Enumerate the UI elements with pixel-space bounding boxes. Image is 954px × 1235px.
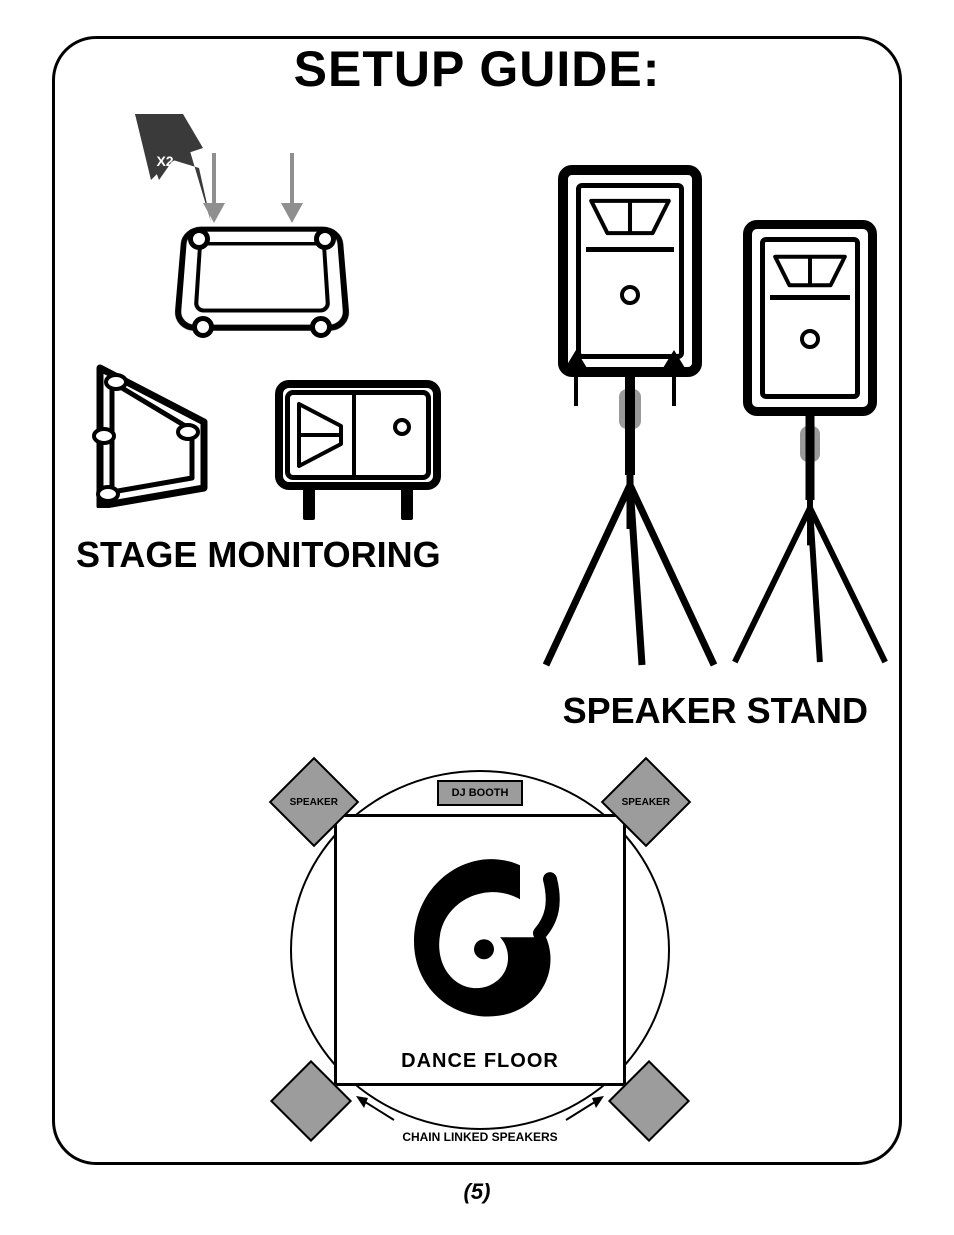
page-number: (5) bbox=[0, 1179, 954, 1205]
dance-floor-label: DANCE FLOOR bbox=[337, 1050, 623, 1073]
arrow-down-icon bbox=[206, 153, 222, 223]
arrow-up-icon bbox=[568, 350, 584, 406]
dance-floor-diagram: DANCE FLOOR DJ BOOTH SPEAKER SPEAKER CHA… bbox=[270, 750, 690, 1150]
x2-badge-text: X2 bbox=[156, 153, 173, 169]
page-title: SETUP GUIDE: bbox=[0, 40, 954, 98]
dj-booth-label: DJ BOOTH bbox=[437, 780, 523, 806]
brand-logo-icon bbox=[400, 849, 560, 1029]
speaker-on-stand-icon bbox=[720, 220, 900, 670]
monitor-top-view-icon bbox=[178, 220, 346, 332]
x2-tag-icon: X2 bbox=[125, 108, 215, 228]
speaker-node-label: SPEAKER bbox=[622, 796, 670, 807]
stage-monitoring-label: STAGE MONITORING bbox=[76, 534, 441, 576]
speaker-node-label: SPEAKER bbox=[290, 796, 338, 807]
chain-arrow-icon bbox=[356, 1108, 396, 1110]
speaker-stand-label: SPEAKER STAND bbox=[563, 690, 868, 732]
chain-linked-label: CHAIN LINKED SPEAKERS bbox=[270, 1130, 690, 1144]
arrow-down-icon bbox=[284, 153, 300, 223]
arrow-up-icon bbox=[666, 350, 682, 406]
dance-floor-box: DANCE FLOOR bbox=[334, 814, 626, 1086]
chain-arrow-icon bbox=[564, 1108, 604, 1110]
speaker-on-stand-icon bbox=[530, 165, 730, 675]
wedge-monitor-side-icon bbox=[86, 358, 222, 508]
wedge-monitor-front-icon bbox=[275, 380, 441, 520]
